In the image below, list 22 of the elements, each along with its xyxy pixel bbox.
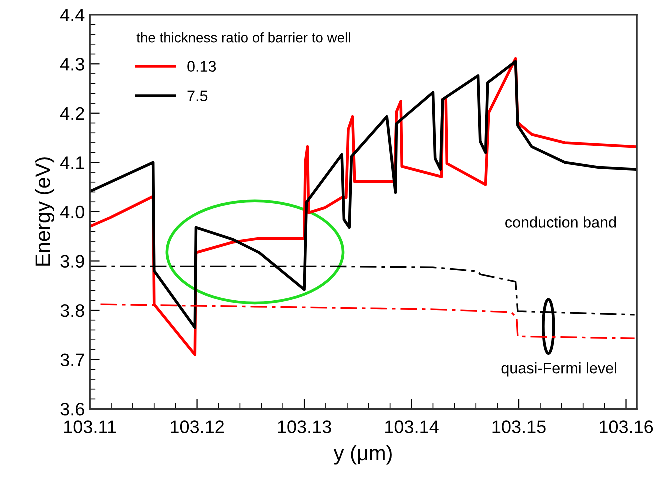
x-tick-label: 103.16 <box>600 420 654 434</box>
y-axis-title: Energy (eV) <box>35 158 55 266</box>
annotation: quasi-Fermi level <box>502 362 616 377</box>
legend-title: the thickness ratio of barrier to well <box>136 32 350 43</box>
y-tick-label: 4.3 <box>60 58 84 71</box>
y-tick-label: 3.9 <box>60 255 84 268</box>
y-tick-label: 4.2 <box>60 107 84 120</box>
y-tick-label: 4.0 <box>60 206 84 219</box>
x-tick-label: 103.11 <box>64 420 116 434</box>
x-tick-label: 103.14 <box>386 420 439 434</box>
y-tick-label: 4.4 <box>60 8 85 22</box>
annotation: conduction band <box>506 216 616 228</box>
y-tick-label: 3.6 <box>60 403 84 416</box>
y-tick-label: 4.1 <box>60 156 84 170</box>
legend-label: 7.5 <box>188 90 208 102</box>
x-tick-label: 103.15 <box>492 420 546 434</box>
y-tick-label: 3.7 <box>60 354 84 367</box>
x-tick-label: 103.13 <box>278 420 332 434</box>
x-axis-title: y (μm) <box>334 445 392 465</box>
y-tick-label: 3.8 <box>60 304 84 318</box>
legend-label: 0.13 <box>188 61 216 72</box>
x-tick-label: 103.12 <box>171 420 224 434</box>
